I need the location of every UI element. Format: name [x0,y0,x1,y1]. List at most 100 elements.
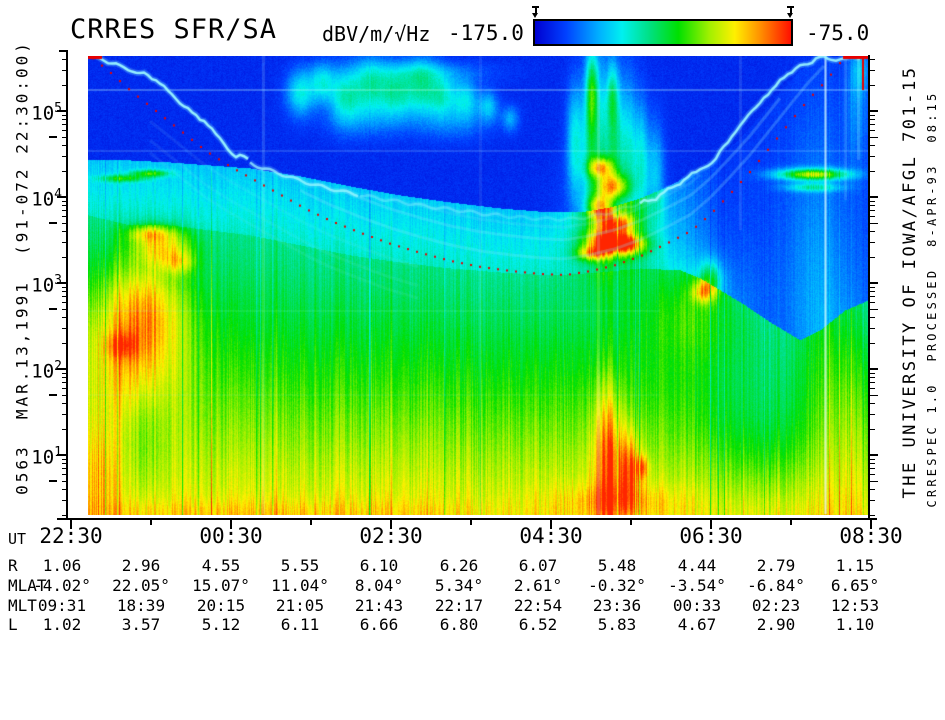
y-minor-tick-right [870,377,875,379]
y-minor-tick [62,308,67,310]
y-minor-tick-right [870,480,878,482]
y-minor-tick-right [870,155,875,157]
y-major-tick-right [870,196,878,198]
y-minor-tick [62,205,67,207]
y-major-tick [57,110,67,112]
y-minor-tick [62,388,67,390]
table-cell: 4.44 [677,556,717,575]
y-major-tick [57,368,67,370]
y-minor-tick-right [870,257,875,259]
spectrogram-canvas [88,56,868,515]
y-minor-tick-right [870,515,875,517]
table-cell: 23:36 [592,596,642,615]
orbit-date-label: 0563 MAR.13,1991 (91-072 22:30:00) [12,40,32,495]
y-axis-line [66,50,68,519]
y-minor-tick [62,200,67,202]
x-major-tick [870,520,872,529]
table-cell: 4.67 [677,615,717,634]
y-minor-tick [62,145,67,147]
y-minor-tick-right [870,403,875,405]
table-cell: 21:05 [275,596,325,615]
y-tick-label: 101 [31,445,62,469]
y-minor-tick-right [870,327,875,329]
table-cell: 1.06 [42,556,82,575]
y-minor-tick [62,69,67,71]
x-major-tick [70,520,72,529]
x-major-tick [230,520,232,529]
y-minor-tick-right [870,463,875,465]
y-minor-tick-right [870,85,875,87]
y-minor-tick-right [870,302,875,304]
y-minor-tick [62,136,67,138]
y-minor-tick [62,468,67,470]
y-minor-tick [62,327,67,329]
x-tick-label: 02:30 [359,524,423,548]
table-cell: 6.11 [280,615,320,634]
table-cell: 6.65° [830,576,880,595]
y-minor-tick [62,171,67,173]
table-cell: 15.07° [192,576,250,595]
table-cell: 11.04° [271,576,329,595]
table-row-label: R [8,556,18,575]
table-row-label: MLAT [8,576,47,595]
y-minor-tick [62,480,67,482]
table-cell: 6.10 [359,556,399,575]
axis-top-cap [59,50,68,52]
x-major-tick [390,520,392,529]
y-minor-tick [62,241,67,243]
y-minor-tick-right [870,216,875,218]
table-row-label: MLT [8,596,37,615]
y-minor-tick [62,216,67,218]
y-minor-tick-right [870,372,875,374]
colorbar [533,19,793,46]
table-cell: -6.84° [747,576,805,595]
plot-title: CRRES SFR/SA [70,14,278,45]
table-cell: 5.34° [434,576,484,595]
y-minor-tick [62,124,67,126]
y-tick-label: 104 [31,187,62,211]
y-minor-tick-right [870,468,875,470]
colorbar-min-label: -175.0 [448,21,524,45]
y-half-decade-dash [49,221,57,224]
y-minor-tick-right [870,343,875,345]
table-cell: 20:15 [196,596,246,615]
table-cell: 5.12 [201,615,241,634]
y-minor-tick [62,499,67,501]
table-cell: 3.57 [121,615,161,634]
y-half-decade-dash [49,307,57,310]
table-cell: 22.05° [112,576,170,595]
y-minor-tick [62,429,67,431]
y-minor-tick [62,130,67,132]
y-minor-tick-right [870,130,875,132]
x-minor-tick [310,520,312,525]
y-tick-label: 103 [31,273,62,297]
table-cell: 4.55 [201,556,241,575]
table-cell: 6.07 [518,556,558,575]
colorbar-max-label: -75.0 [806,21,870,45]
y-minor-tick [62,377,67,379]
table-cell: 22:54 [513,596,563,615]
y-minor-tick-right [870,474,875,476]
y-minor-tick [62,114,67,116]
y-minor-tick-right [870,296,875,298]
y-minor-tick-right [870,200,875,202]
colorbar-max-marker-icon [786,6,795,18]
table-cell: 09:31 [37,596,87,615]
x-minor-tick [470,520,472,525]
table-cell: -4.02° [33,576,91,595]
y-minor-tick [62,155,67,157]
y-minor-tick [62,85,67,87]
y-minor-tick-right [870,241,875,243]
colorbar-units-label: dBV/m/√Hz [322,22,431,46]
y-minor-tick-right [870,171,875,173]
y-minor-tick [62,372,67,374]
y-minor-tick [62,515,67,517]
table-cell: 6.52 [518,615,558,634]
table-cell: 22:17 [434,596,484,615]
x-axis-line [57,518,877,520]
table-cell: 6.26 [439,556,479,575]
y-minor-tick-right [870,286,875,288]
table-cell: 2.61° [513,576,563,595]
y-minor-tick [62,343,67,345]
